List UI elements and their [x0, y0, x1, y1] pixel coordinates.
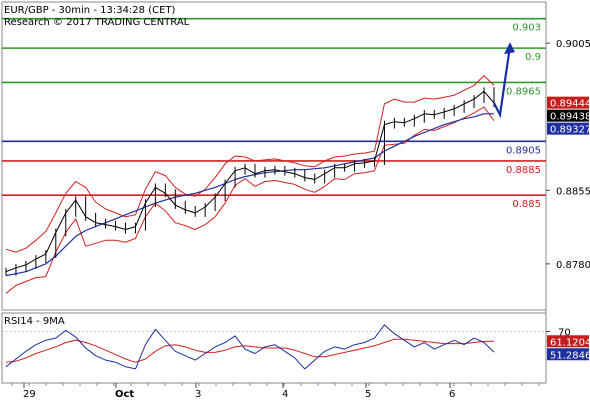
level-label-0.8905: 0.8905: [506, 145, 541, 156]
y-tick-label: 0.9005: [556, 39, 590, 50]
x-tick-label: 3: [195, 389, 201, 400]
x-tick-label: 6: [449, 389, 455, 400]
rsi-badge: [547, 335, 589, 348]
upper-band-line: [5, 75, 495, 253]
price-badges: 0.89444 0.89438 0.89327: [547, 96, 590, 136]
level-label-0.9: 0.9: [525, 52, 541, 63]
level-label-0.8885: 0.8885: [506, 165, 541, 176]
rsi-series: [2, 324, 546, 370]
price-line: [5, 90, 495, 273]
level-label-0.903: 0.903: [512, 23, 541, 34]
chart-title: EUR/GBP - 30min - 13:34:28 (CET): [4, 5, 176, 16]
rsi-y-axis: 70: [546, 328, 571, 339]
price-y-axis: 0.8780 0.8855 0.9005: [546, 39, 590, 271]
x-tick-label: 29: [23, 389, 36, 400]
price-badge: [547, 109, 589, 122]
level-label-0.885: 0.885: [512, 199, 541, 210]
price-badge: [547, 96, 589, 109]
moving-average: [5, 113, 494, 277]
price-badge-label: 0.89438: [550, 112, 590, 123]
price-badge-label: 0.89444: [550, 99, 590, 110]
x-tick-label: 5: [365, 389, 371, 400]
rsi-badge-label: 51.2846: [550, 350, 590, 361]
price-series: [5, 87, 495, 276]
chart-subtitle: Research © 2017 TRADING CENTRAL: [4, 17, 190, 28]
rsi-line: [5, 324, 495, 370]
rsi-badges: 61.1204 51.2846: [547, 335, 590, 361]
rsi-ma-line: [5, 338, 495, 363]
x-tick-label: Oct: [115, 389, 134, 400]
x-axis: 29 Oct 3 4 5 6: [11, 383, 540, 400]
y-tick-label: 0.8855: [556, 186, 590, 197]
moving-average-line: [5, 113, 494, 277]
projection-path: [493, 46, 512, 119]
indicator-title: RSI14 - 9MA: [4, 316, 65, 327]
price-badge-label: 0.89327: [550, 125, 590, 136]
level-label-0.8965: 0.8965: [506, 86, 541, 97]
bollinger-bands: [5, 75, 495, 294]
rsi-badge: [547, 348, 589, 361]
rsi-y-tick-label: 70: [558, 328, 571, 339]
price-badge: [547, 122, 589, 135]
rsi-badge-label: 61.1204: [550, 337, 590, 348]
lower-band-line: [5, 106, 495, 294]
projection-arrowhead: [504, 42, 515, 55]
price-level-lines: 0.903 0.9 0.8965 0.8905 0.8885 0.885: [2, 17, 546, 210]
projection-arrow: [493, 42, 515, 119]
x-tick-label: 4: [282, 389, 288, 400]
y-tick-label: 0.8780: [556, 260, 590, 271]
